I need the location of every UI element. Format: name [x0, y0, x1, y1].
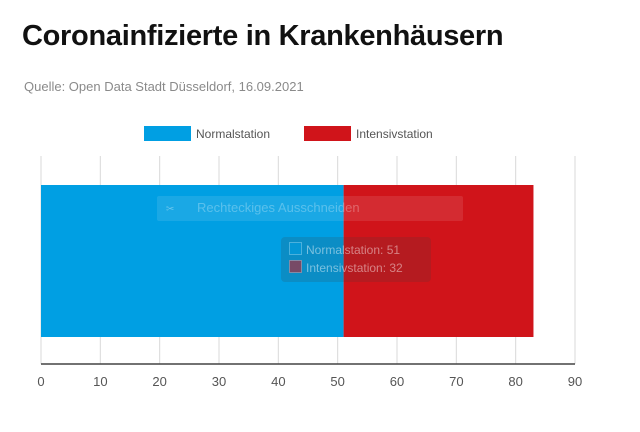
x-tick-label: 0	[37, 374, 44, 389]
snipping-overlay	[157, 196, 463, 221]
legend-swatch-intensivstation	[304, 126, 351, 141]
scissors-icon: ✂	[166, 204, 175, 215]
x-tick-label: 70	[449, 374, 463, 389]
x-tick-label: 50	[330, 374, 344, 389]
x-tick-label: 60	[390, 374, 404, 389]
bar-intensivstation	[343, 185, 534, 337]
tooltip-row-intensivstation: Intensivstation: 32	[289, 260, 403, 275]
x-tick-label: 30	[212, 374, 226, 389]
x-tick-label: 90	[568, 374, 582, 389]
tooltip-swatch-normalstation	[289, 242, 302, 255]
tooltip-text-intensivstation: Intensivstation: 32	[306, 261, 403, 275]
chart-title: Coronainfizierte in Krankenhäusern	[22, 20, 504, 52]
tooltip-row-normalstation: Normalstation: 51	[289, 242, 400, 257]
x-tick-label: 10	[93, 374, 107, 389]
x-tick-label: 80	[508, 374, 522, 389]
legend-swatch-normalstation	[144, 126, 191, 141]
x-tick-label: 40	[271, 374, 285, 389]
tooltip-swatch-intensivstation	[289, 260, 302, 273]
legend-label-normalstation: Normalstation	[196, 127, 270, 141]
tooltip-text-normalstation: Normalstation: 51	[306, 243, 401, 257]
chart-tooltip	[281, 237, 431, 282]
source-note: Quelle: Open Data Stadt Düsseldorf, 16.0…	[24, 79, 304, 94]
x-tick-label: 20	[152, 374, 166, 389]
snipping-label: Rechteckiges Ausschneiden	[197, 200, 360, 215]
legend-label-intensivstation: Intensivstation	[356, 127, 433, 141]
